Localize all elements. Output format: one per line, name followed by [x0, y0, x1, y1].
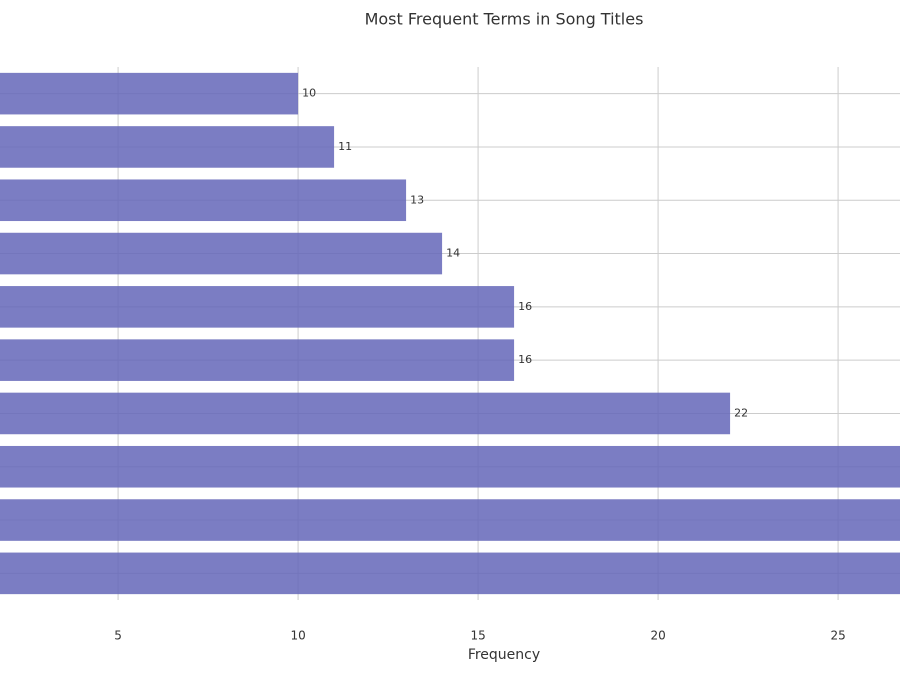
bar: [0, 126, 335, 168]
data-label: 13: [410, 193, 424, 206]
x-axis-label: Frequency: [468, 647, 540, 663]
bar: [0, 72, 299, 115]
bar: [0, 445, 900, 488]
x-tick-label: 5: [114, 629, 122, 643]
data-label: 16: [518, 300, 532, 313]
x-tick-label: 15: [470, 629, 485, 643]
data-label: 10: [302, 87, 316, 100]
bar: [0, 499, 900, 541]
x-tick-label: 10: [290, 629, 305, 643]
bar: [0, 179, 407, 222]
data-label: 11: [338, 140, 352, 153]
data-label: 14: [446, 247, 460, 260]
bar: [0, 339, 515, 381]
data-label: 22: [734, 406, 748, 419]
labels: 5 10 15 20 25 10 11 13 14 16 16 22: [114, 87, 845, 643]
bars: [0, 72, 900, 595]
bar: [0, 392, 731, 435]
x-tick-label: 20: [650, 629, 665, 643]
x-tick-label: 25: [830, 629, 845, 643]
chart-title: Most Frequent Terms in Song Titles: [365, 10, 644, 29]
bar: [0, 552, 900, 595]
bar: [0, 286, 515, 328]
bar: [0, 232, 443, 275]
data-label: 16: [518, 353, 532, 366]
